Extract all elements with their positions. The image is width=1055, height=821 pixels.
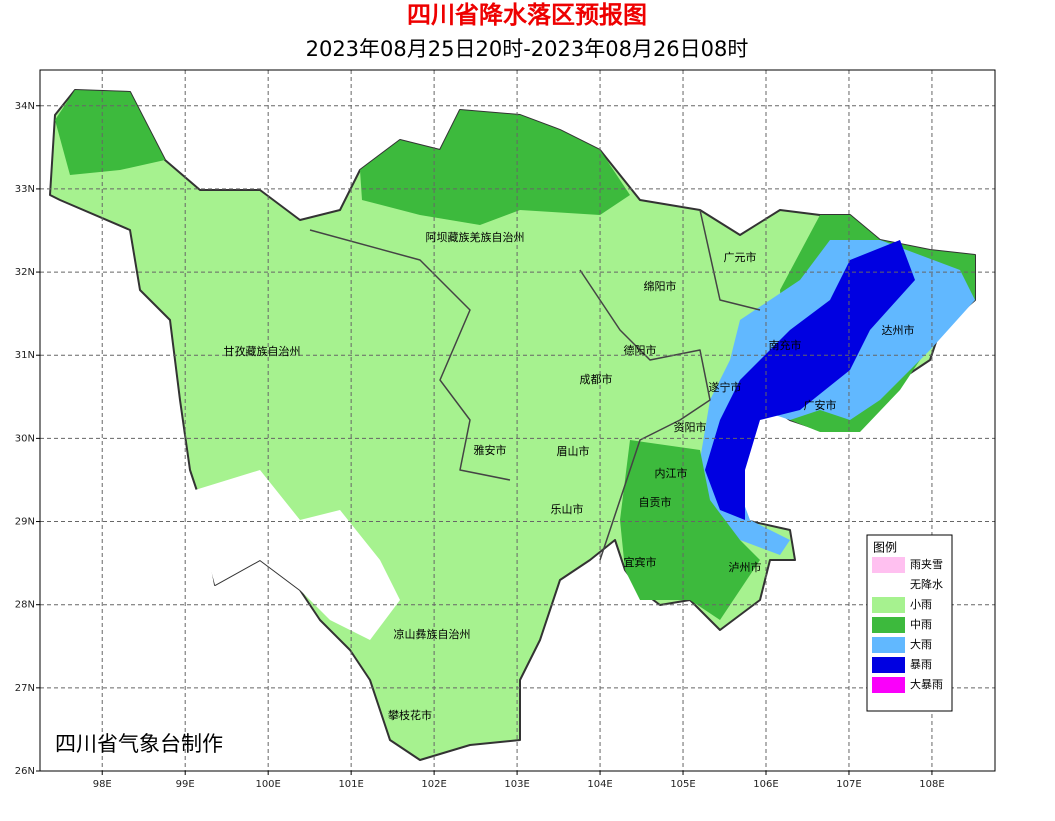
province-map <box>49 89 976 761</box>
x-tick-label: 104E <box>587 779 612 790</box>
y-tick-label: 26N <box>15 766 35 777</box>
region-label: 自贡市 <box>639 495 672 509</box>
prefecture-boundary <box>699 209 761 311</box>
credit: 四川省气象台制作 <box>55 732 223 756</box>
region-label: 绵阳市 <box>644 279 677 293</box>
region-label: 广元市 <box>724 250 757 264</box>
region-label: 内江市 <box>655 466 688 480</box>
region-label: 资阳市 <box>674 420 707 434</box>
x-tick-label: 101E <box>338 779 363 790</box>
legend-swatch <box>872 677 905 693</box>
legend-label: 无降水 <box>910 577 943 591</box>
region-label: 甘孜藏族自治州 <box>224 344 301 358</box>
no-rain-area <box>195 470 400 640</box>
legend-label: 大暴雨 <box>910 677 943 691</box>
legend-swatch <box>872 557 905 573</box>
region-label: 雅安市 <box>474 443 507 457</box>
x-tick-label: 98E <box>93 779 112 790</box>
x-tick-label: 99E <box>176 779 195 790</box>
y-tick-label: 27N <box>15 683 35 694</box>
y-tick-label: 30N <box>15 433 35 444</box>
x-tick-label: 102E <box>421 779 446 790</box>
x-tick-label: 107E <box>836 779 861 790</box>
y-tick-label: 28N <box>15 600 35 611</box>
y-tick-label: 33N <box>15 184 35 195</box>
x-tick-label: 108E <box>919 779 944 790</box>
subtitle: 2023年08月25日20时-2023年08月26日08时 <box>306 37 749 61</box>
map-frame <box>39 69 996 772</box>
rainstorm-east <box>705 240 915 520</box>
title: 四川省降水落区预报图 <box>407 1 647 29</box>
region-label: 乐山市 <box>551 502 584 516</box>
region-label: 宜宾市 <box>624 555 657 569</box>
moderate-rain-north <box>360 110 630 225</box>
legend-swatch <box>872 617 905 633</box>
y-tick-label: 31N <box>15 350 35 361</box>
region-label: 成都市 <box>580 372 613 386</box>
region-label: 达州市 <box>882 323 915 337</box>
x-tick-label: 103E <box>504 779 529 790</box>
region-label: 广安市 <box>804 398 837 412</box>
legend-label: 中雨 <box>910 618 932 631</box>
region-label: 攀枝花市 <box>388 708 432 722</box>
region-label: 德阳市 <box>624 343 657 357</box>
region-label: 遂宁市 <box>709 380 742 394</box>
moderate-rain-northwest <box>55 90 165 175</box>
region-label: 阿坝藏族羌族自治州 <box>426 230 525 244</box>
legend-label: 大雨 <box>910 637 932 651</box>
legend-swatch <box>872 657 905 673</box>
x-tick-label: 105E <box>670 779 695 790</box>
legend-swatch <box>872 577 905 593</box>
region-label: 南充市 <box>769 338 802 352</box>
legend-label: 小雨 <box>910 598 932 611</box>
y-tick-label: 29N <box>15 517 35 528</box>
prefecture-boundary <box>579 269 711 561</box>
region-label: 凉山彝族自治州 <box>394 627 471 641</box>
moderate-rain-south <box>620 440 760 620</box>
legend-title: 图例 <box>873 541 897 555</box>
prefecture-boundary <box>309 229 511 481</box>
legend-swatch <box>872 597 905 613</box>
x-tick-label: 106E <box>753 779 778 790</box>
heavy-rain-east <box>700 240 975 555</box>
legend-label: 雨夹雪 <box>910 558 943 571</box>
legend-swatch <box>872 637 905 653</box>
y-tick-label: 34N <box>15 101 35 112</box>
region-label: 泸州市 <box>729 560 762 574</box>
legend-label: 暴雨 <box>910 658 932 671</box>
region-label: 眉山市 <box>557 444 590 458</box>
y-tick-label: 32N <box>15 267 35 278</box>
x-tick-label: 100E <box>255 779 280 790</box>
